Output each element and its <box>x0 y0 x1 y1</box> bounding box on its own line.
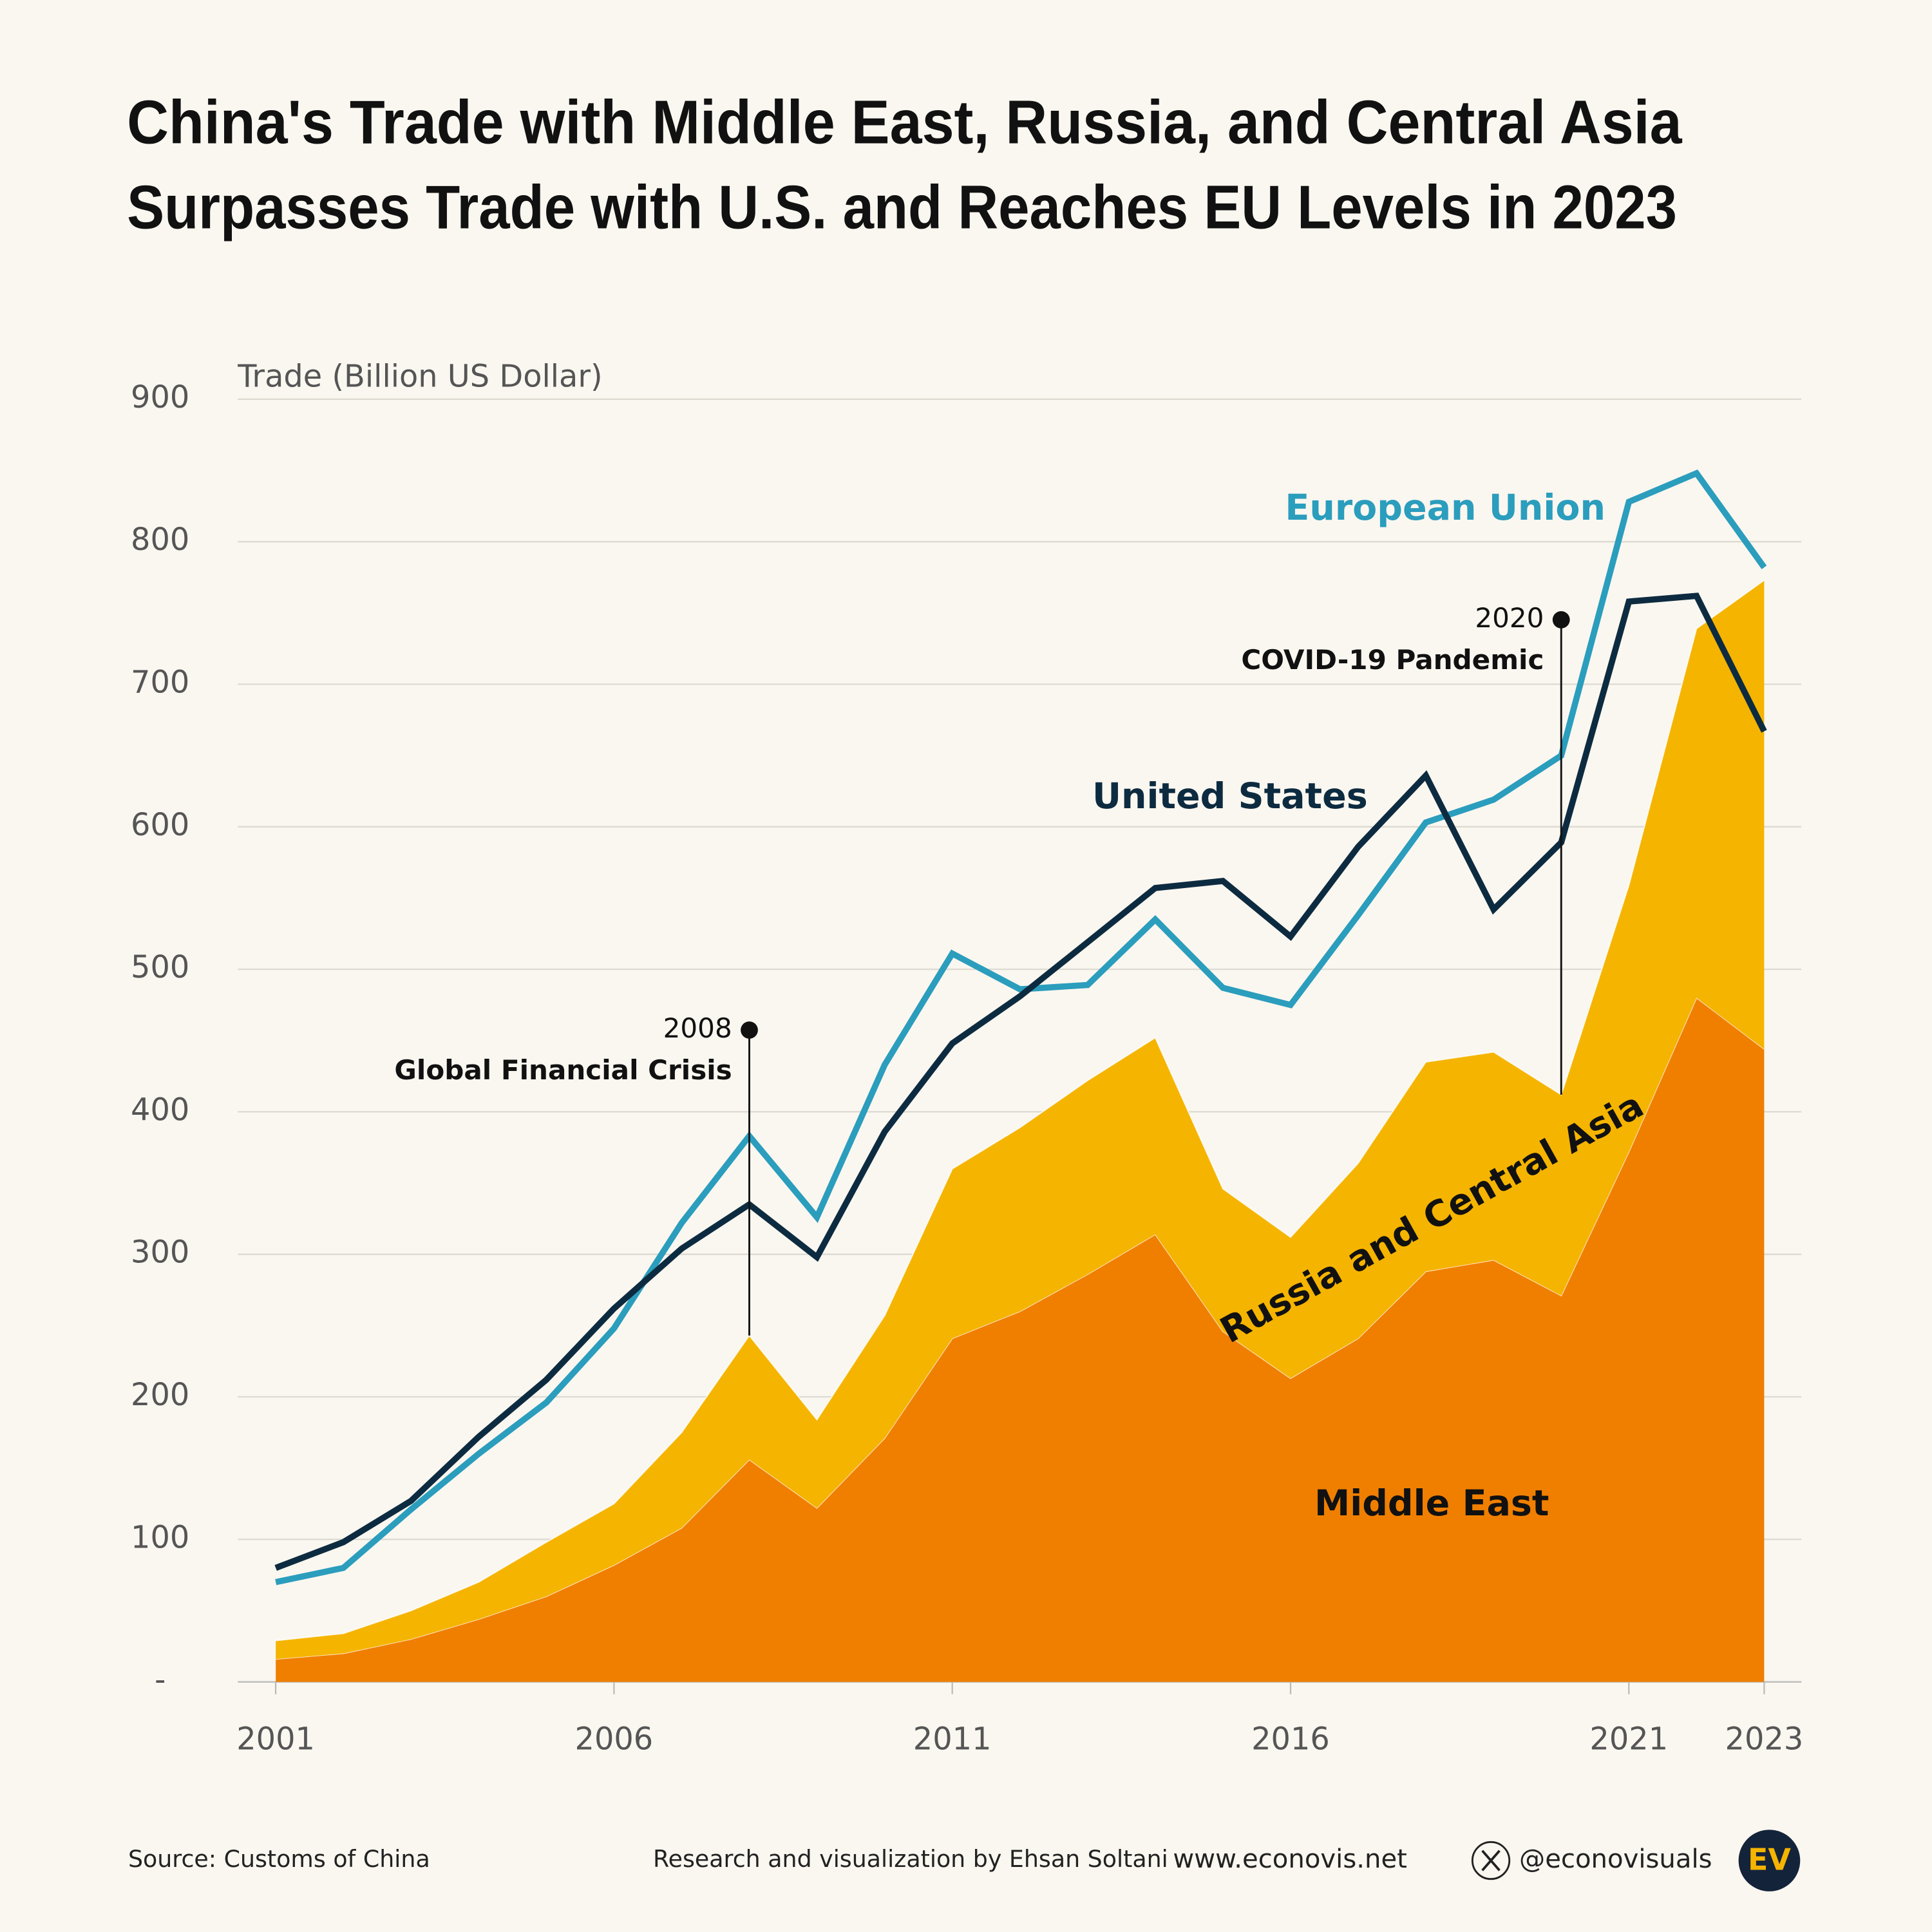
chart-title: China's Trade with Middle East, Russia, … <box>127 88 1682 156</box>
x-tick-label: 2006 <box>575 1721 654 1757</box>
y-tick-label: 700 <box>131 665 189 701</box>
annotation-text: Global Financial Crisis <box>394 1054 732 1086</box>
y-tick-label: 900 <box>131 380 189 415</box>
annotation-text: COVID-19 Pandemic <box>1241 644 1544 676</box>
chart-title: Surpasses Trade with U.S. and Reaches EU… <box>127 173 1677 242</box>
x-tick-label: 2023 <box>1725 1721 1804 1757</box>
y-tick-label: 600 <box>131 808 189 843</box>
source: Source: Customs of China <box>128 1845 430 1873</box>
website: www.econovis.net <box>1173 1844 1406 1874</box>
annotation-dot <box>1552 611 1570 629</box>
y-tick-label: - <box>155 1663 166 1698</box>
logo-text: EV <box>1748 1842 1791 1877</box>
y-tick-label: 100 <box>131 1520 189 1555</box>
area-edge <box>276 580 1765 1642</box>
line <box>274 592 1767 1571</box>
y-tick-label: 400 <box>131 1092 189 1128</box>
annotation-year: 2008 <box>663 1012 732 1044</box>
handle: @econovisuals <box>1519 1844 1712 1874</box>
y-tick-label: 300 <box>131 1235 189 1271</box>
x-tick-label: 2016 <box>1251 1721 1330 1757</box>
y-tick-label: 200 <box>131 1378 189 1413</box>
x-tick-label: 2011 <box>913 1721 992 1757</box>
series-label: United States <box>1092 776 1368 817</box>
logo <box>1738 1830 1801 1891</box>
line <box>275 469 1767 1586</box>
y-axis-label: Trade (Billion US Dollar) <box>237 359 602 394</box>
x-logo <box>1471 1841 1511 1880</box>
x-logo-mark <box>1481 1850 1501 1871</box>
x-tick-label: 2001 <box>236 1721 315 1757</box>
y-tick-label: 800 <box>131 522 189 558</box>
area <box>276 998 1765 1682</box>
annotation-year: 2020 <box>1475 602 1544 634</box>
credit: Research and visualization by Ehsan Solt… <box>653 1845 1168 1873</box>
plot <box>274 469 1767 1682</box>
y-tick-label: 500 <box>131 950 189 985</box>
series-label: European Union <box>1285 488 1605 529</box>
x-tick-label: 2021 <box>1589 1721 1668 1757</box>
series-label: Middle East <box>1314 1483 1549 1524</box>
annotation-dot <box>741 1021 758 1039</box>
area <box>276 580 1765 1660</box>
